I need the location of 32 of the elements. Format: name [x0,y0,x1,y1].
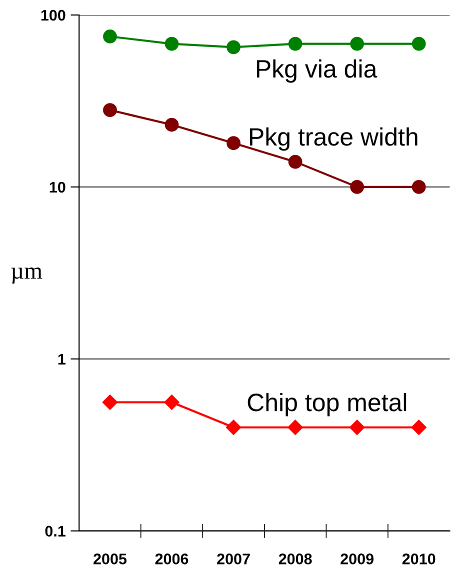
point [350,36,364,51]
x-tick-label: 2008 [278,554,312,564]
point [412,36,426,51]
point [226,420,242,435]
point [164,394,180,410]
x-tick-label: 2005 [94,554,127,564]
point [288,420,303,435]
point [350,420,365,435]
series-label: Chip top metal [248,392,406,416]
y-tick-label: 1 [58,354,66,364]
x-tick-label: 2007 [217,554,250,564]
point [411,420,426,435]
y-tick-label: 10 [50,182,66,193]
y-tick-label: 100 [41,10,66,21]
point [164,36,179,51]
point [288,36,302,51]
x-tick-label: 2006 [155,554,188,564]
series-label: Pkg via dia [256,59,378,83]
point [102,394,118,410]
y-axis-title: µm [11,268,42,284]
point [103,103,117,118]
series-label: Pkg trace width [250,127,418,151]
point [350,180,364,194]
x-tick-label: 2009 [340,554,374,564]
point [226,40,240,54]
y-tick-label: 0.1 [45,526,66,537]
point [226,136,240,150]
point [164,118,179,132]
x-tick-label: 2010 [402,554,436,564]
point [412,180,426,194]
point [103,30,117,44]
point [288,154,302,169]
